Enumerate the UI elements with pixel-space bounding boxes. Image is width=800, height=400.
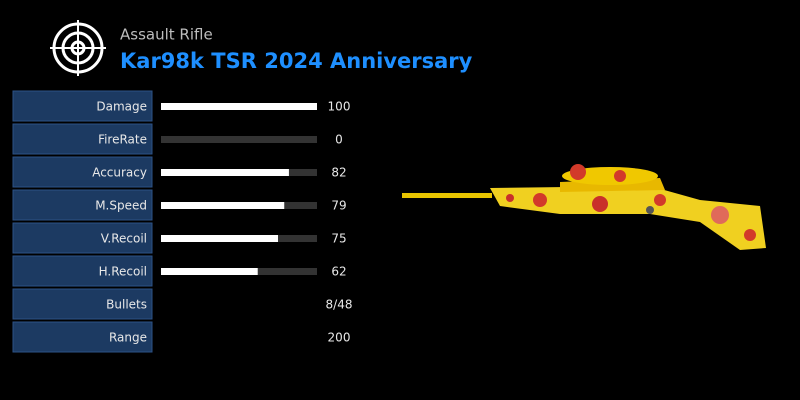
stat-label: Damage (96, 100, 147, 114)
stat-bar (161, 103, 317, 110)
stat-bar (161, 235, 278, 242)
stat-label: M.Speed (95, 199, 147, 213)
label-box (12, 321, 153, 353)
stat-bar (161, 268, 258, 275)
label-box (12, 222, 153, 254)
stat-value: 75 (331, 232, 346, 246)
label-box (12, 156, 153, 188)
stat-label: FireRate (98, 133, 147, 147)
stat-label: V.Recoil (101, 232, 147, 246)
stat-label: Range (109, 331, 147, 345)
stat-bar (161, 169, 289, 176)
label-box (12, 288, 153, 320)
stat-value: 62 (331, 265, 346, 279)
weapon-title: Kar98k TSR 2024 Anniversary (120, 49, 473, 73)
stat-value: 82 (331, 166, 346, 180)
label-box (12, 90, 153, 122)
stat-label: H.Recoil (99, 265, 147, 279)
stat-label: Bullets (106, 298, 147, 312)
stat-list: Damage 100 FireRate 0 Accuracy 82 M.Speed 79 V.R… (12, 90, 353, 353)
info-value: 8/48 (326, 298, 353, 312)
label-box (12, 189, 153, 221)
stat-bar (161, 202, 285, 209)
label-box (12, 255, 153, 287)
info-value: 200 (328, 331, 351, 345)
stat-value: 100 (328, 100, 351, 114)
stat-value: 0 (335, 133, 343, 147)
stat-label: Accuracy (92, 166, 147, 180)
stat-value: 79 (331, 199, 346, 213)
rifle-image (402, 164, 766, 250)
label-box (12, 123, 153, 155)
bar-track (161, 136, 317, 143)
weapon-category: Assault Rifle (120, 26, 213, 44)
crosshair-icon (50, 20, 106, 76)
